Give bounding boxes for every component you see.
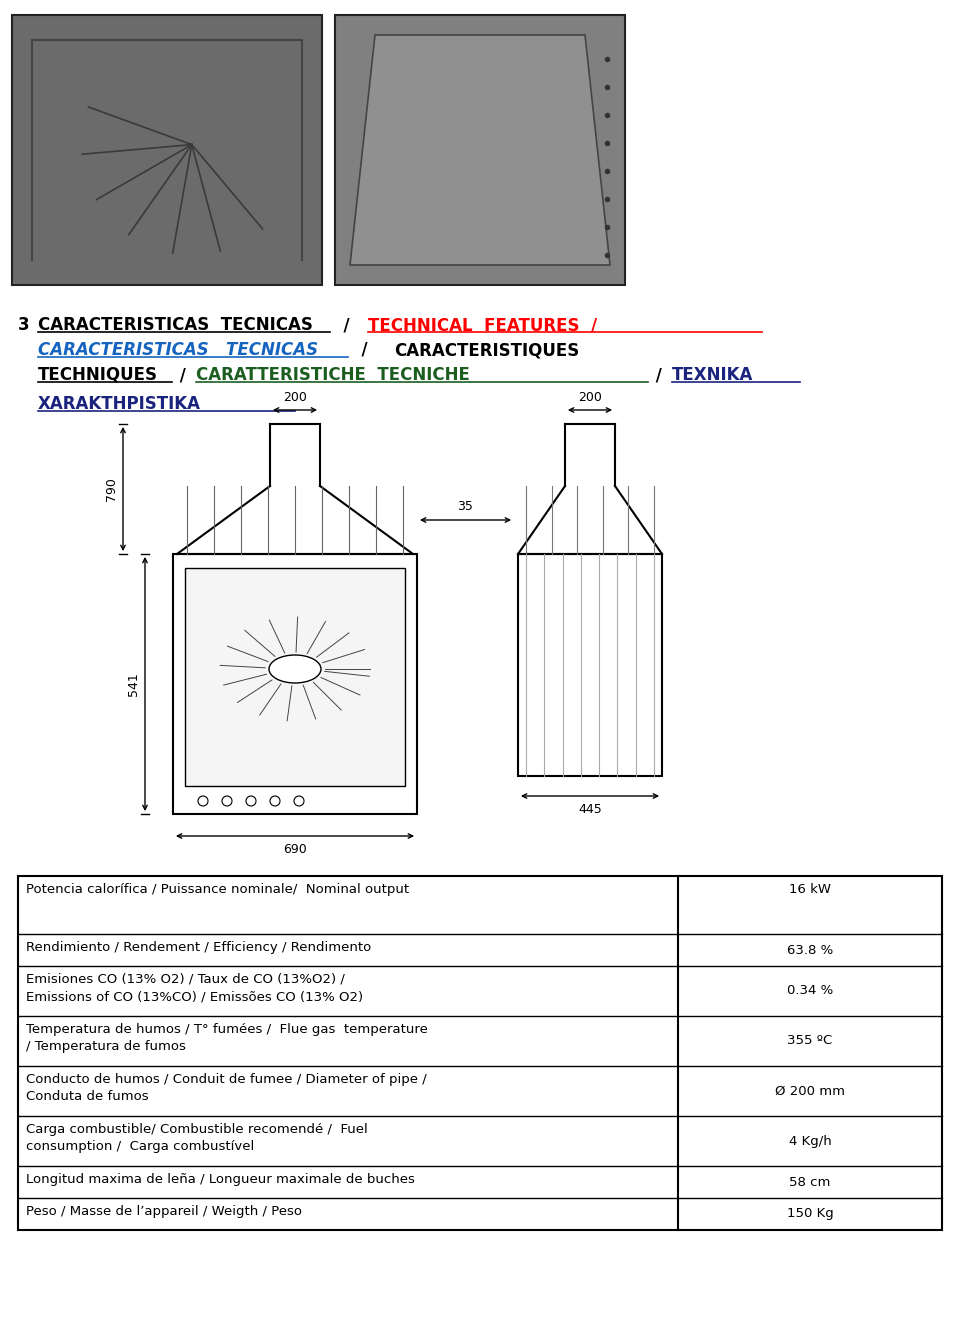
Text: 200: 200 (578, 391, 602, 405)
Text: TECHNIQUES: TECHNIQUES (38, 366, 158, 384)
Circle shape (246, 796, 256, 806)
Bar (173, 554, 417, 814)
Bar (12, 15, 322, 285)
Text: Potencia calorífica / Puissance nominale/  Nominal output: Potencia calorífica / Puissance nominale… (26, 883, 409, 896)
Text: Longitud maxima de leña / Longueur maximale de buches: Longitud maxima de leña / Longueur maxim… (26, 1173, 415, 1185)
Text: 3: 3 (18, 316, 30, 335)
Text: 4 Kg/h: 4 Kg/h (788, 1134, 831, 1148)
Text: CARATTERISTICHE  TECNICHE: CARATTERISTICHE TECNICHE (196, 366, 469, 384)
Text: CARACTERISTICAS  TECNICAS: CARACTERISTICAS TECNICAS (38, 316, 313, 335)
Text: /: / (332, 316, 361, 335)
Text: XARAKTHPISTIKA: XARAKTHPISTIKA (38, 395, 201, 413)
Bar (335, 15, 625, 285)
Text: Conducto de humos / Conduit de fumee / Diameter of pipe /: Conducto de humos / Conduit de fumee / D… (26, 1073, 427, 1086)
Text: Ø 200 mm: Ø 200 mm (775, 1085, 845, 1098)
Ellipse shape (269, 655, 321, 683)
Text: CARACTERISTICAS   TECNICAS: CARACTERISTICAS TECNICAS (38, 341, 318, 359)
Text: 445: 445 (578, 802, 602, 816)
Polygon shape (350, 35, 610, 265)
Text: Rendimiento / Rendement / Efficiency / Rendimento: Rendimiento / Rendement / Efficiency / R… (26, 941, 372, 954)
Text: Carga combustible/ Combustible recomendé /  Fuel: Carga combustible/ Combustible recomendé… (26, 1124, 368, 1136)
Text: CARACTERISTIQUES: CARACTERISTIQUES (394, 341, 579, 359)
Text: 16 kW: 16 kW (789, 883, 831, 896)
Text: 690: 690 (283, 843, 307, 856)
Text: 0.34 %: 0.34 % (787, 985, 833, 997)
Text: 355 ºC: 355 ºC (787, 1035, 832, 1047)
Text: 58 cm: 58 cm (789, 1176, 830, 1188)
Circle shape (270, 796, 280, 806)
Text: 35: 35 (458, 500, 473, 513)
Text: TEXNIKA: TEXNIKA (672, 366, 754, 384)
Circle shape (198, 796, 208, 806)
Text: 63.8 %: 63.8 % (787, 943, 833, 957)
Text: /: / (350, 341, 379, 359)
Text: /: / (650, 366, 667, 384)
Text: Temperatura de humos / T° fumées /  Flue gas  temperature: Temperatura de humos / T° fumées / Flue … (26, 1023, 428, 1036)
Circle shape (222, 796, 232, 806)
Text: 541: 541 (127, 672, 140, 696)
Text: Peso / Masse de l’appareil / Weigth / Peso: Peso / Masse de l’appareil / Weigth / Pe… (26, 1206, 302, 1218)
Text: 200: 200 (283, 391, 307, 405)
Text: 150 Kg: 150 Kg (786, 1207, 833, 1220)
Text: TECHNICAL  FEATURES  /: TECHNICAL FEATURES / (368, 316, 597, 335)
Bar (185, 569, 405, 786)
Text: /: / (174, 366, 192, 384)
Bar (518, 554, 662, 775)
Circle shape (294, 796, 304, 806)
Text: / Temperatura de fumos: / Temperatura de fumos (26, 1040, 186, 1052)
Text: Emissions of CO (13%CO) / Emissões CO (13% O2): Emissions of CO (13%CO) / Emissões CO (1… (26, 991, 363, 1003)
Text: consumption /  Carga combustível: consumption / Carga combustível (26, 1140, 254, 1153)
Text: Conduta de fumos: Conduta de fumos (26, 1090, 149, 1103)
Text: 790: 790 (105, 477, 118, 501)
Text: Emisiones CO (13% O2) / Taux de CO (13%O2) /: Emisiones CO (13% O2) / Taux de CO (13%O… (26, 973, 345, 986)
Bar (18, 876, 942, 1230)
